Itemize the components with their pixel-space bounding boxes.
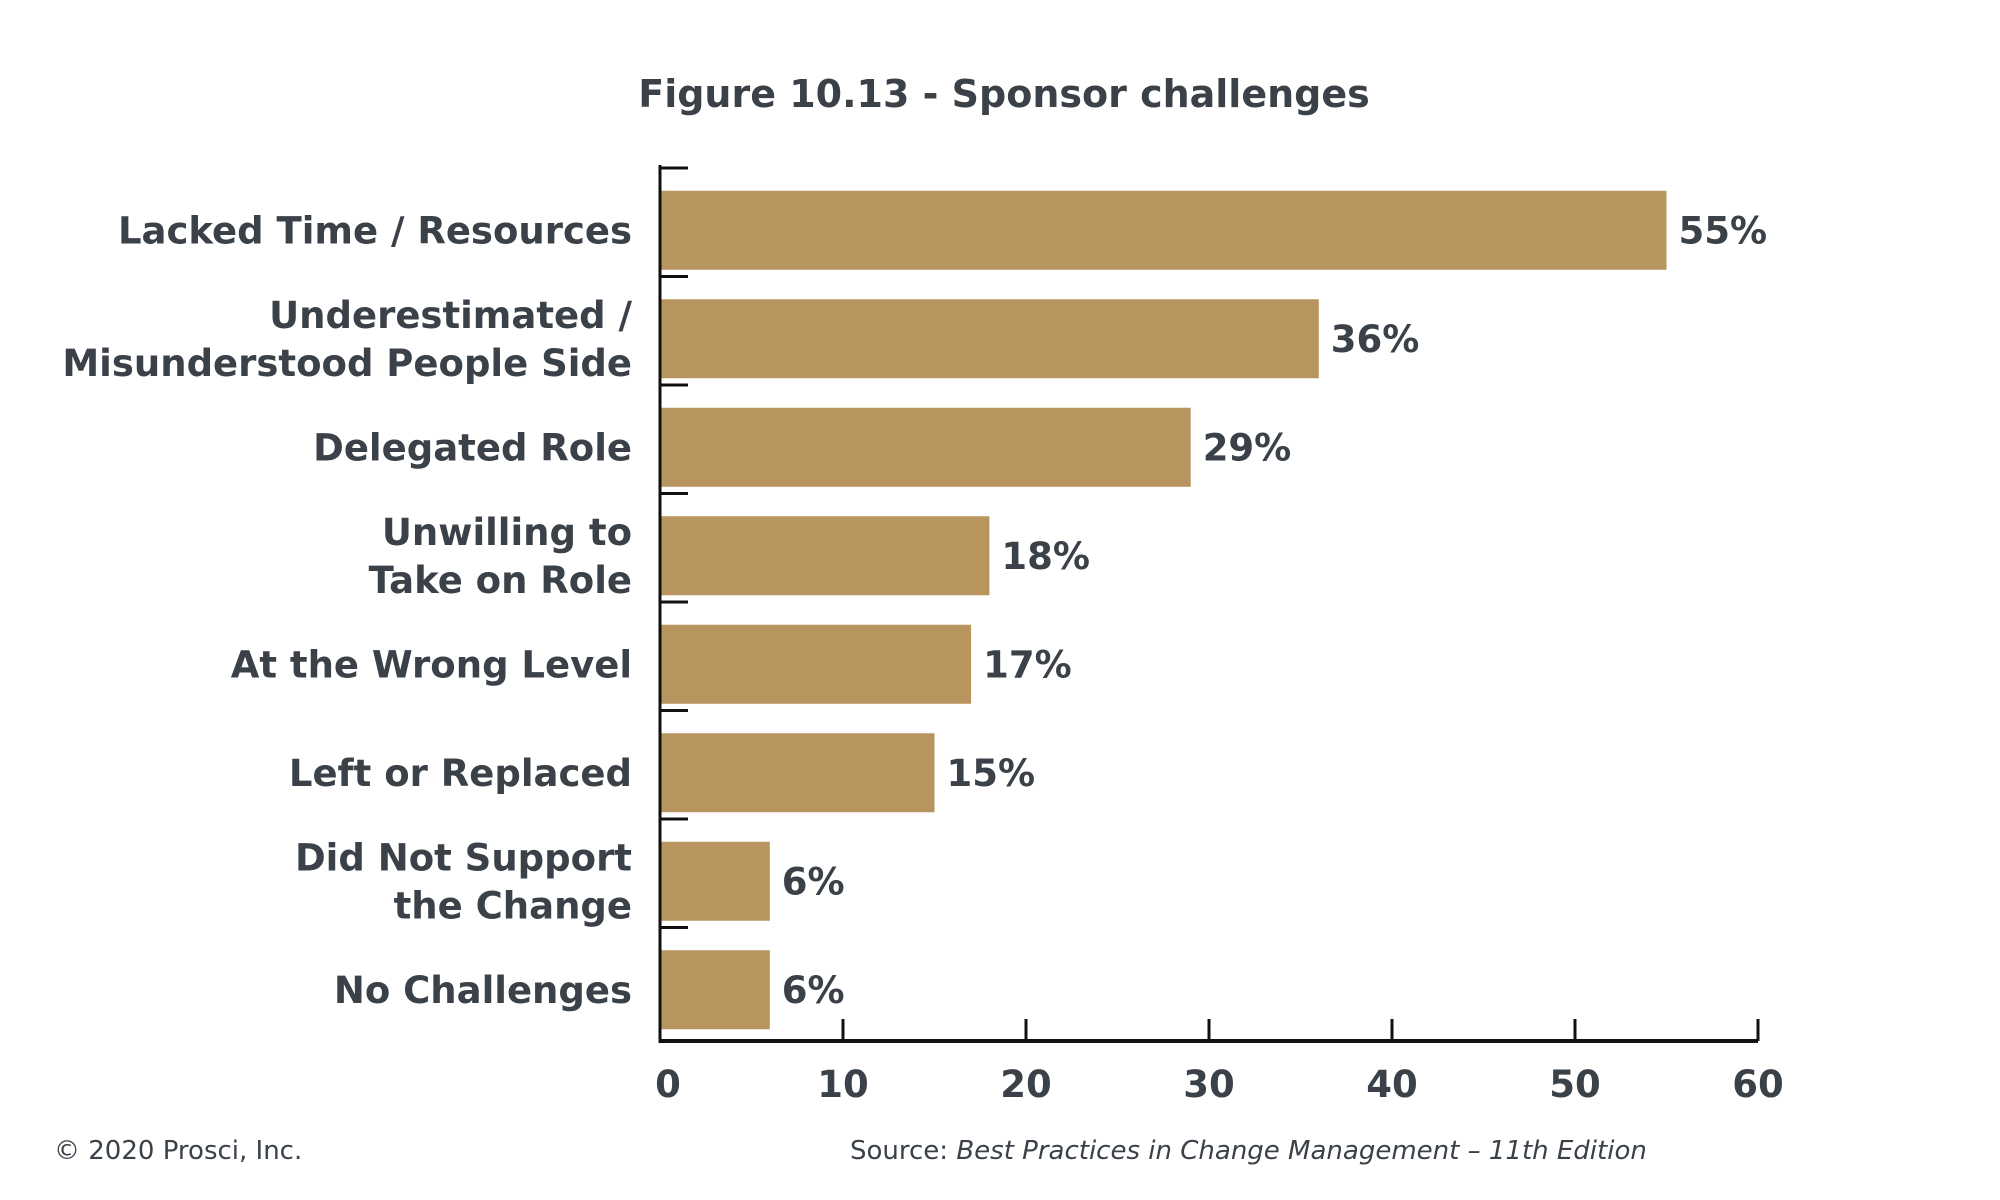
bar <box>660 733 935 813</box>
source-title: Best Practices in Change Management – 11… <box>956 1136 1647 1166</box>
source-prefix: Source: <box>850 1136 957 1166</box>
category-label: the Change <box>394 884 632 927</box>
chart-title: Figure 10.13 - Sponsor challenges <box>638 72 1370 116</box>
value-label: 15% <box>947 752 1036 795</box>
category-label: Left or Replaced <box>289 752 632 795</box>
category-label: Misunderstood People Side <box>62 342 632 385</box>
bar <box>660 407 1191 487</box>
category-label: Take on Role <box>369 559 632 602</box>
value-label: 6% <box>782 860 845 903</box>
value-label: 36% <box>1331 318 1420 361</box>
category-label: At the Wrong Level <box>231 643 632 686</box>
bar <box>660 624 972 704</box>
value-label: 18% <box>1001 535 1090 578</box>
bar <box>660 950 770 1030</box>
bar <box>660 190 1667 270</box>
category-label: Unwilling to <box>382 511 632 554</box>
value-label: 29% <box>1203 426 1292 469</box>
x-tick-label: 50 <box>1549 1063 1601 1106</box>
copyright: © 2020 Prosci, Inc. <box>54 1136 303 1166</box>
bar <box>660 299 1319 379</box>
category-label: Underestimated / <box>269 294 632 337</box>
x-tick-label: 20 <box>1000 1063 1052 1106</box>
bar <box>660 841 770 921</box>
bar <box>660 516 990 596</box>
x-tick-label: 40 <box>1366 1063 1418 1106</box>
value-label: 17% <box>983 643 1072 686</box>
value-label: 55% <box>1679 209 1768 252</box>
source-note: Source: Best Practices in Change Managem… <box>850 1136 1647 1166</box>
category-label: Lacked Time / Resources <box>118 209 632 252</box>
x-tick-label: 10 <box>817 1063 869 1106</box>
x-tick-label: 30 <box>1183 1063 1235 1106</box>
category-label: Delegated Role <box>313 426 632 469</box>
x-tick-label: 0 <box>655 1063 681 1106</box>
value-label: 6% <box>782 969 845 1012</box>
category-label: No Challenges <box>334 969 632 1012</box>
category-label: Did Not Support <box>295 836 632 879</box>
x-tick-label: 60 <box>1732 1063 1784 1106</box>
